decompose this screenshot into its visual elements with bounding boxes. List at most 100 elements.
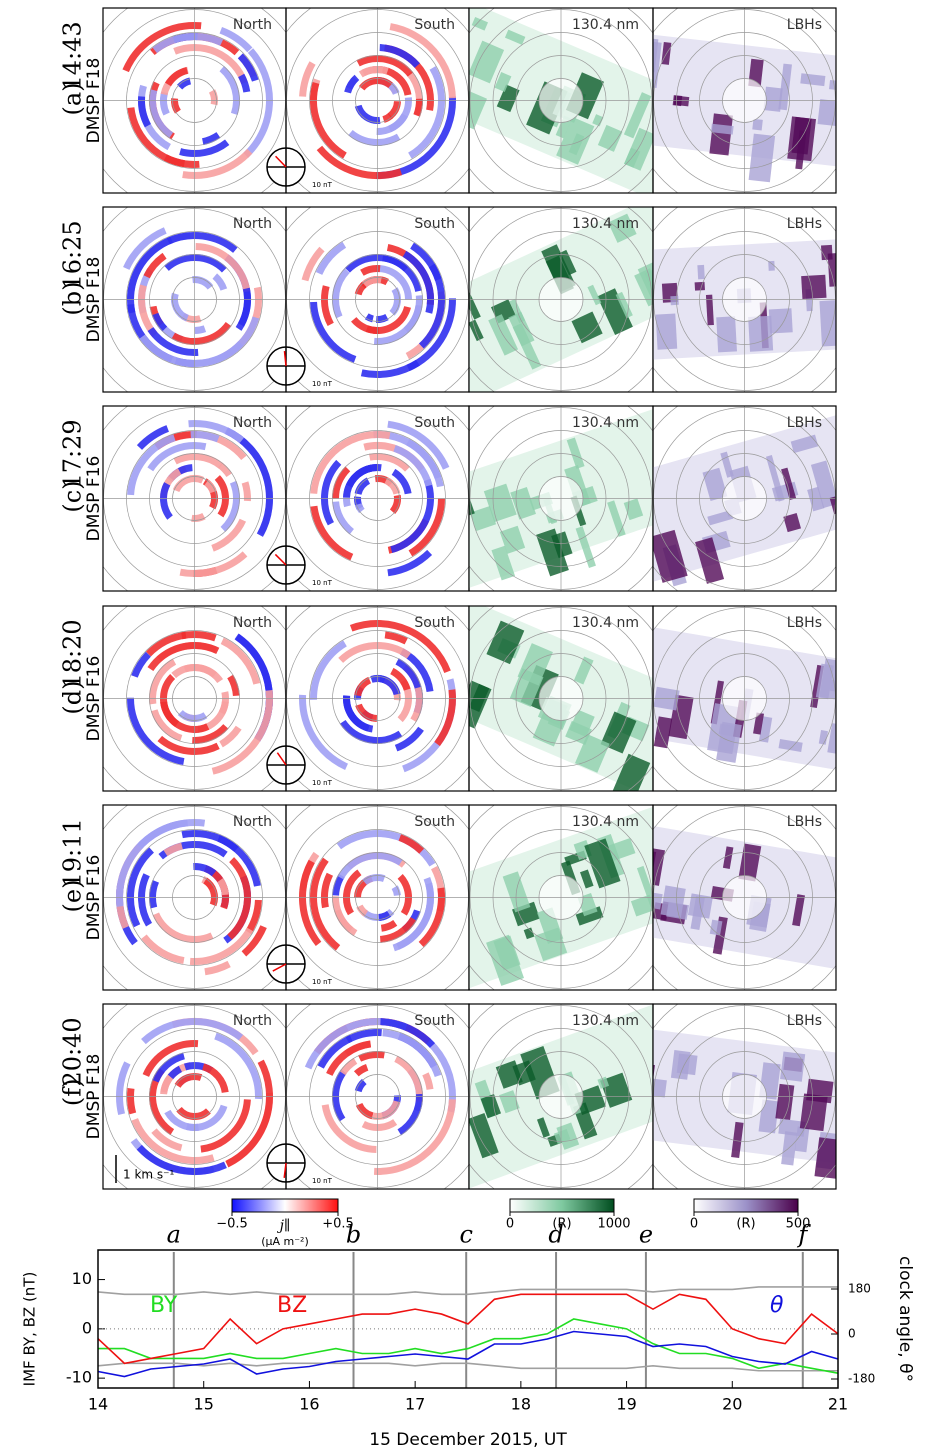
current-arc bbox=[336, 271, 348, 317]
panel-title: South bbox=[414, 1013, 455, 1029]
current-arc bbox=[381, 923, 395, 928]
row-time: 17:29 bbox=[59, 419, 87, 488]
panel-title: LBHs bbox=[787, 1013, 822, 1029]
colorbar-tick-label: −0.5 bbox=[216, 1217, 248, 1232]
satellite-label: DMSP F16 bbox=[84, 855, 104, 941]
satellite-label: DMSP F18 bbox=[84, 1054, 104, 1140]
current-arc bbox=[325, 874, 330, 907]
current-arc bbox=[165, 846, 182, 853]
event-label: a bbox=[167, 1221, 181, 1249]
colorbar-tick-label: 0 bbox=[506, 1217, 514, 1232]
x-tick-label: 19 bbox=[616, 1395, 636, 1414]
series-line bbox=[98, 1287, 838, 1294]
magnetometer-scale: 10 nT bbox=[312, 181, 333, 189]
current-arc bbox=[219, 838, 237, 849]
x-tick-label: 20 bbox=[722, 1395, 742, 1414]
emission-patch bbox=[769, 308, 793, 333]
figure: (a)14:43DMSP F18NorthSouth130.4 nmLBHs10… bbox=[0, 0, 928, 1452]
current-arc bbox=[166, 258, 224, 271]
current-arc bbox=[358, 106, 380, 121]
row-time: 14:43 bbox=[59, 21, 87, 90]
legend-label: BY bbox=[150, 1293, 178, 1318]
y-tick-label: 10 bbox=[72, 1269, 92, 1288]
current-arc bbox=[215, 276, 224, 289]
panel-title: 130.4 nm bbox=[572, 615, 639, 631]
current-arc bbox=[413, 688, 419, 721]
row-time: 18:20 bbox=[59, 619, 87, 688]
current-arc bbox=[359, 906, 366, 914]
current-arc bbox=[374, 1099, 452, 1171]
magnetometer-scale: 10 nT bbox=[312, 380, 333, 388]
satellite-label: DMSP F18 bbox=[84, 257, 104, 343]
current-arc bbox=[120, 1063, 128, 1114]
current-arc bbox=[341, 646, 409, 661]
emission-patch bbox=[801, 275, 826, 299]
current-arc bbox=[153, 881, 156, 907]
panel-title: 130.4 nm bbox=[572, 17, 639, 33]
panel-title: South bbox=[414, 17, 455, 33]
current-arc bbox=[192, 516, 204, 518]
velocity-scale: 1 km s⁻¹ bbox=[123, 1168, 174, 1182]
current-arc bbox=[314, 643, 346, 699]
colorbar-tick-label: 1000 bbox=[597, 1217, 630, 1232]
current-arc bbox=[367, 316, 373, 319]
current-arc bbox=[142, 875, 150, 925]
colorbar bbox=[232, 1199, 338, 1212]
panel-title: LBHs bbox=[787, 615, 822, 631]
current-arc bbox=[325, 286, 331, 324]
current-arc bbox=[395, 887, 398, 895]
current-arc bbox=[356, 1067, 367, 1074]
current-arc bbox=[363, 1122, 395, 1128]
current-arc bbox=[399, 1094, 419, 1132]
emission-patch bbox=[819, 300, 842, 347]
y2-axis-label: clock angle, θ° bbox=[895, 1256, 915, 1382]
row-time: 20:40 bbox=[59, 1017, 87, 1086]
panel-title: LBHs bbox=[787, 814, 822, 830]
current-arc bbox=[170, 1069, 180, 1077]
current-arc bbox=[164, 484, 171, 518]
emission-patch bbox=[656, 314, 678, 350]
y-axis-label: IMF BY, BZ (nT) bbox=[21, 1272, 39, 1387]
current-arc bbox=[417, 99, 420, 116]
panel-title: LBHs bbox=[787, 17, 822, 33]
current-arc bbox=[241, 75, 247, 91]
current-arc bbox=[163, 677, 172, 718]
emission-patch bbox=[695, 282, 705, 291]
event-label: c bbox=[459, 1221, 472, 1249]
plot-frame bbox=[98, 1250, 838, 1388]
current-arc bbox=[130, 1088, 132, 1113]
row-time: 19:11 bbox=[59, 818, 87, 887]
current-arc bbox=[358, 1081, 364, 1091]
x-tick-label: 14 bbox=[88, 1395, 108, 1414]
panel-title: LBHs bbox=[787, 216, 822, 232]
current-arc bbox=[185, 668, 220, 682]
current-arc bbox=[203, 1067, 225, 1093]
row-time: 16:25 bbox=[59, 220, 87, 289]
current-arc bbox=[388, 552, 430, 572]
current-arc bbox=[373, 1101, 397, 1116]
colorbar-tick-label: 0 bbox=[690, 1217, 698, 1232]
current-arc bbox=[175, 294, 188, 318]
legend-label: BZ bbox=[277, 1293, 307, 1318]
colorbar bbox=[694, 1199, 798, 1212]
current-arc bbox=[195, 329, 205, 331]
x-tick-label: 21 bbox=[828, 1395, 848, 1414]
panel-title: South bbox=[414, 415, 455, 431]
x-tick-label: 18 bbox=[511, 1395, 531, 1414]
x-tick-label: 16 bbox=[299, 1395, 319, 1414]
current-arc bbox=[222, 69, 237, 114]
panel-title: North bbox=[233, 615, 272, 631]
current-arc bbox=[340, 856, 400, 878]
current-arc bbox=[359, 1104, 372, 1116]
y2-tick-label: -180 bbox=[848, 1372, 875, 1386]
event-label: b bbox=[346, 1221, 361, 1249]
emission-patch bbox=[780, 1052, 805, 1082]
colorbar-units: (μA m⁻²) bbox=[261, 1235, 309, 1248]
satellite-label: DMSP F18 bbox=[84, 58, 104, 144]
current-arc bbox=[425, 1074, 430, 1089]
colorbar-units: (R) bbox=[736, 1217, 755, 1232]
panel-title: 130.4 nm bbox=[572, 216, 639, 232]
panel-title: North bbox=[233, 1013, 272, 1029]
y2-tick-label: 180 bbox=[848, 1282, 871, 1296]
legend-label: θ bbox=[770, 1293, 784, 1318]
